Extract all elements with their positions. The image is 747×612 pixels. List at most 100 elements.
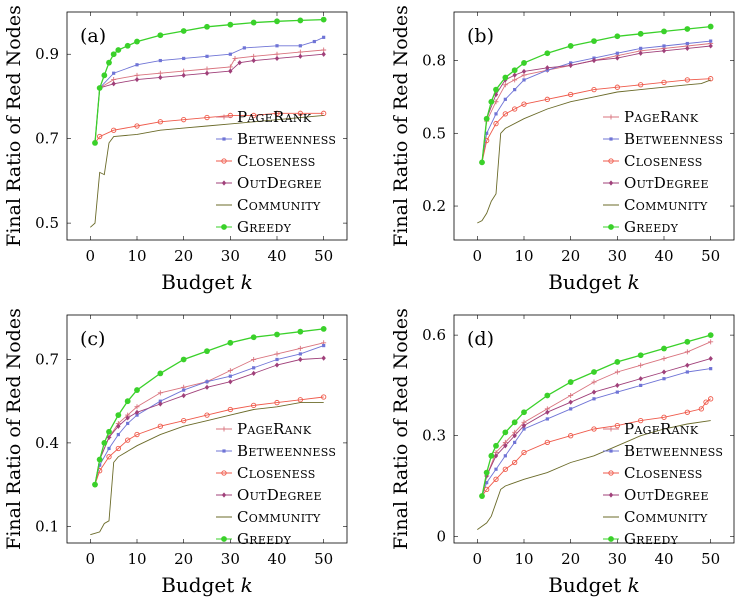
data-point-greedy xyxy=(106,59,112,66)
data-point-closeness xyxy=(521,449,527,456)
data-point-betweenness xyxy=(685,370,689,374)
data-point-betweenness xyxy=(503,454,507,458)
data-point-pagerank xyxy=(251,356,257,362)
data-point-closeness xyxy=(708,76,714,82)
data-point-pagerank xyxy=(227,368,233,374)
data-point-greedy xyxy=(96,456,103,463)
legend-marker-closeness xyxy=(608,158,614,164)
data-point-outdegree xyxy=(685,45,690,51)
series-closeness xyxy=(479,76,714,166)
series-line-community xyxy=(90,402,324,536)
data-point-betweenness xyxy=(513,88,517,92)
legend-label-betweenness: Betweenness xyxy=(237,130,336,148)
x-tick-label: 40 xyxy=(654,247,673,265)
data-point-betweenness xyxy=(685,41,689,46)
data-point-outdegree xyxy=(615,55,620,61)
series-closeness xyxy=(479,396,714,499)
legend-marker-closeness xyxy=(221,470,227,476)
y-tick-label: 0.1 xyxy=(35,517,59,535)
legend-marker-closeness xyxy=(221,158,227,164)
series-greedy xyxy=(479,332,714,499)
series-greedy xyxy=(92,326,327,488)
data-point-greedy xyxy=(544,50,551,57)
data-point-greedy xyxy=(320,326,327,332)
data-point-betweenness xyxy=(275,44,279,48)
x-tick-label: 10 xyxy=(514,550,533,568)
data-point-greedy xyxy=(684,26,691,32)
data-point-outdegree xyxy=(708,43,713,49)
data-point-betweenness xyxy=(522,427,526,431)
data-point-greedy xyxy=(502,74,509,81)
data-point-greedy xyxy=(92,481,98,488)
data-point-greedy xyxy=(204,348,210,355)
data-point-greedy xyxy=(707,332,714,339)
panel-label: (a) xyxy=(80,25,106,47)
data-point-greedy xyxy=(661,345,667,352)
data-point-closeness xyxy=(251,112,257,119)
legend-label-outdegree: OutDegree xyxy=(237,174,322,192)
data-point-outdegree xyxy=(204,70,210,76)
data-point-closeness xyxy=(484,486,490,493)
x-tick-label: 30 xyxy=(608,550,627,568)
data-point-outdegree xyxy=(228,68,233,74)
data-point-greedy xyxy=(227,21,234,28)
series-line-betweenness xyxy=(481,368,711,497)
x-tick-label: 50 xyxy=(701,550,720,568)
data-point-outdegree xyxy=(685,362,690,368)
data-point-betweenness xyxy=(205,380,209,384)
x-tick-label: 20 xyxy=(174,247,193,265)
legend-label-greedy: Greedy xyxy=(237,218,292,236)
legend: PageRank Betweenness Closeness OutDegree Com… xyxy=(216,420,336,548)
data-point-greedy xyxy=(511,419,518,426)
data-point-betweenness xyxy=(126,421,130,426)
data-point-greedy xyxy=(479,493,485,499)
data-point-greedy xyxy=(297,328,304,335)
data-point-pagerank xyxy=(638,362,644,368)
y-tick-label: 0.8 xyxy=(422,52,446,70)
series-community xyxy=(90,402,324,536)
data-point-closeness xyxy=(297,110,303,116)
data-point-pagerank xyxy=(493,99,499,105)
data-point-closeness xyxy=(502,111,508,117)
y-tick-label: 0.6 xyxy=(422,326,446,344)
x-tick-label: 50 xyxy=(314,247,333,265)
data-point-closeness xyxy=(115,445,121,452)
data-point-closeness xyxy=(684,77,690,83)
data-point-greedy xyxy=(134,38,140,45)
data-point-pagerank xyxy=(661,356,667,362)
data-point-outdegree xyxy=(638,50,643,56)
series-greedy xyxy=(92,16,327,146)
x-axis-label: Budget k xyxy=(161,573,253,597)
data-point-greedy xyxy=(521,409,527,416)
data-point-outdegree xyxy=(111,81,116,87)
data-point-greedy xyxy=(637,352,644,359)
data-point-closeness xyxy=(227,406,233,413)
data-point-betweenness xyxy=(485,481,489,485)
data-point-outdegree xyxy=(512,433,517,439)
data-point-greedy xyxy=(483,115,490,122)
data-point-outdegree xyxy=(521,423,527,429)
data-point-betweenness xyxy=(182,388,186,392)
data-point-betweenness xyxy=(639,383,643,388)
series-community xyxy=(477,79,711,224)
series-community xyxy=(477,420,711,530)
legend-marker-pagerank xyxy=(608,426,614,432)
data-point-betweenness xyxy=(494,467,498,471)
data-point-closeness xyxy=(544,439,550,446)
legend-marker-outdegree xyxy=(221,492,227,498)
data-point-closeness xyxy=(591,426,597,432)
data-point-outdegree xyxy=(591,57,597,64)
x-tick-label: 10 xyxy=(127,247,146,265)
panel-label: (c) xyxy=(80,328,105,350)
data-point-outdegree xyxy=(568,62,573,68)
data-point-betweenness xyxy=(107,446,111,451)
legend-marker-greedy xyxy=(608,224,614,230)
data-point-outdegree xyxy=(545,65,550,71)
data-point-greedy xyxy=(106,428,112,435)
data-point-greedy xyxy=(591,38,597,45)
data-point-closeness xyxy=(274,399,280,406)
legend-label-greedy: Greedy xyxy=(624,530,679,548)
legend-label-greedy: Greedy xyxy=(237,530,292,548)
legend-label-pagerank: PageRank xyxy=(237,420,312,438)
data-point-outdegree xyxy=(521,68,527,75)
